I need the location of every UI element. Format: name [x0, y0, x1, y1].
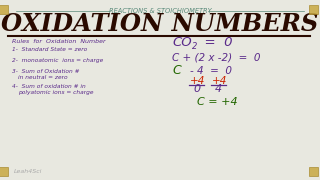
Bar — [0, 4, 7, 14]
Text: CO: CO — [172, 37, 192, 50]
Text: =  0: = 0 — [196, 37, 233, 50]
Text: 4-  Sum of oxidation # in: 4- Sum of oxidation # in — [12, 84, 86, 89]
Text: 3-  Sum of Oxidation #: 3- Sum of Oxidation # — [12, 69, 79, 74]
Text: 0: 0 — [193, 84, 200, 94]
Text: Leah4Sci: Leah4Sci — [14, 169, 42, 174]
Text: C: C — [172, 64, 181, 78]
Text: 2: 2 — [192, 42, 197, 51]
Text: - 4  =  0: - 4 = 0 — [190, 66, 232, 76]
Text: +4: +4 — [190, 76, 205, 86]
Text: C = +4: C = +4 — [197, 97, 238, 107]
Text: C + (2 x -2)  =  0: C + (2 x -2) = 0 — [172, 53, 260, 63]
Bar — [308, 4, 317, 14]
Bar — [0, 166, 7, 176]
Bar — [308, 166, 317, 176]
Text: Rules  for  Oxidation  Number: Rules for Oxidation Number — [12, 39, 106, 44]
Text: in neutral = zero: in neutral = zero — [18, 75, 68, 80]
Text: 2-  monoatomic  ions = charge: 2- monoatomic ions = charge — [12, 58, 103, 63]
Text: polyatomic ions = charge: polyatomic ions = charge — [18, 90, 93, 95]
Text: +4: +4 — [212, 76, 228, 86]
Text: 4: 4 — [215, 84, 222, 94]
Text: REACTIONS & STOICHIOMETRY: REACTIONS & STOICHIOMETRY — [109, 8, 211, 14]
Text: 1-  Standard State = zero: 1- Standard State = zero — [12, 47, 87, 52]
Text: OXIDATION NUMBERS: OXIDATION NUMBERS — [1, 12, 319, 36]
